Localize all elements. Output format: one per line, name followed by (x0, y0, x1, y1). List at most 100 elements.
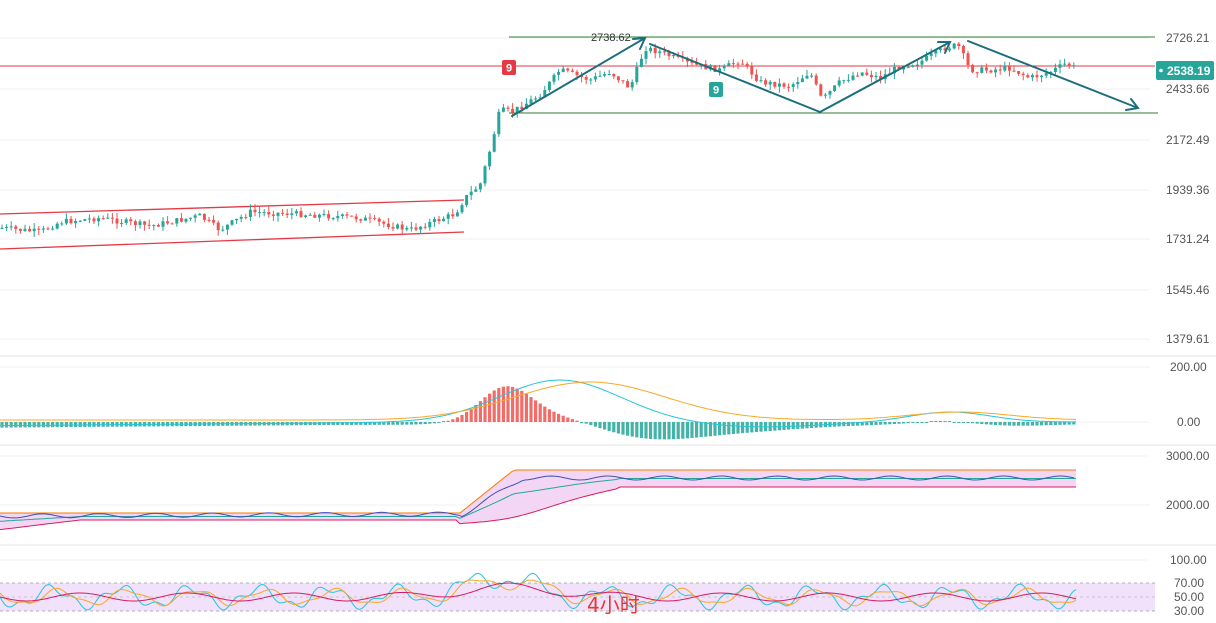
macd-axis[interactable]: 200.00 0.00 (1170, 360, 1207, 429)
macd-bar (892, 422, 896, 424)
candle-body (892, 66, 896, 74)
candle (156, 223, 160, 227)
macd-bar (1003, 422, 1007, 426)
candle-body (492, 134, 496, 152)
arrow-down-2 (967, 40, 1139, 109)
arrow-head (1125, 98, 1140, 111)
candle-body (290, 213, 294, 215)
candle (83, 218, 87, 222)
candle-body (906, 66, 910, 68)
candle-body (60, 223, 64, 225)
macd-bar (446, 420, 450, 422)
candle-body (879, 75, 883, 80)
candle-body (92, 218, 96, 222)
candle-body (773, 81, 777, 87)
candle-body (929, 53, 933, 56)
candle-body (336, 216, 340, 219)
macd-bar (373, 422, 377, 425)
candle-body (616, 76, 620, 81)
macd-line (0, 379, 1076, 428)
macd-bar (524, 393, 528, 422)
candle (478, 182, 482, 193)
candle-body (644, 51, 648, 59)
candle-body (814, 75, 818, 85)
candle-body (179, 218, 183, 222)
macd-bar (667, 422, 671, 440)
candle-body (368, 217, 372, 219)
candle-body (271, 214, 275, 216)
oscillator-pane: 4小时 (0, 572, 1155, 617)
candle (860, 72, 864, 77)
macd-bar (391, 422, 395, 425)
candle-body (446, 214, 450, 219)
candle-body (938, 48, 942, 51)
candle-body (359, 219, 363, 221)
macd-bar (1067, 422, 1071, 425)
candle (552, 73, 556, 85)
macd-bar (557, 413, 561, 422)
price-axis[interactable]: 2726.21 2433.66 2172.49 1939.36 1731.24 … (1156, 31, 1214, 346)
macd-bar (506, 386, 510, 422)
candle (409, 221, 413, 232)
candle-body (621, 80, 625, 82)
macd-bar (695, 422, 699, 438)
candle (331, 217, 335, 221)
candle (616, 76, 620, 83)
candle (1021, 71, 1025, 81)
candle (543, 85, 547, 98)
macd-bar (317, 422, 321, 426)
candle-body (639, 58, 643, 67)
macd-bar (28, 422, 32, 428)
candle (782, 82, 786, 89)
macd-bar (423, 422, 427, 425)
candle (294, 208, 298, 217)
candle-body (437, 219, 441, 222)
candle (69, 216, 73, 225)
candle-body (690, 61, 694, 63)
candle-body (83, 219, 87, 221)
candle-body (207, 219, 211, 221)
candle (561, 66, 565, 73)
last-price-value: 2538.19 (1167, 64, 1211, 78)
candle (400, 221, 404, 236)
macd-bar (800, 422, 804, 429)
candle-body (64, 218, 68, 224)
candle-body (1058, 64, 1062, 68)
band-axis[interactable]: 3000.00 2000.00 (1166, 449, 1210, 512)
candle (193, 213, 197, 223)
candle (704, 60, 708, 70)
candle (777, 78, 781, 93)
candle (304, 214, 308, 219)
macd-bar (635, 422, 639, 438)
candle (534, 96, 538, 102)
candle-body (975, 72, 979, 74)
oscillator-tick: 100.00 (1170, 553, 1207, 567)
candle (143, 220, 147, 231)
candle-body (124, 219, 128, 223)
macd-bar (603, 422, 607, 430)
candle (846, 74, 850, 83)
macd-bar (455, 417, 459, 422)
candle (856, 72, 860, 78)
candle (336, 210, 340, 222)
candle-body (193, 215, 197, 218)
candle (230, 219, 234, 226)
macd-bar (938, 421, 942, 422)
candle (911, 64, 915, 68)
arrow-head (632, 36, 647, 50)
oscillator-axis[interactable]: 100.00 70.00 50.00 30.00 (1170, 553, 1207, 618)
candle (690, 57, 694, 67)
candle-body (653, 47, 657, 54)
signal-line (0, 381, 1077, 421)
macd-bar (851, 422, 855, 426)
macd-bar (451, 419, 455, 422)
macd-bar (731, 422, 735, 434)
macd-bar (998, 422, 1002, 426)
candle-body (354, 216, 358, 220)
candle-body (846, 79, 850, 81)
candle (129, 216, 133, 226)
candle (198, 212, 202, 216)
candle-body (152, 225, 156, 227)
oscillator-rsi-line (0, 582, 1077, 602)
